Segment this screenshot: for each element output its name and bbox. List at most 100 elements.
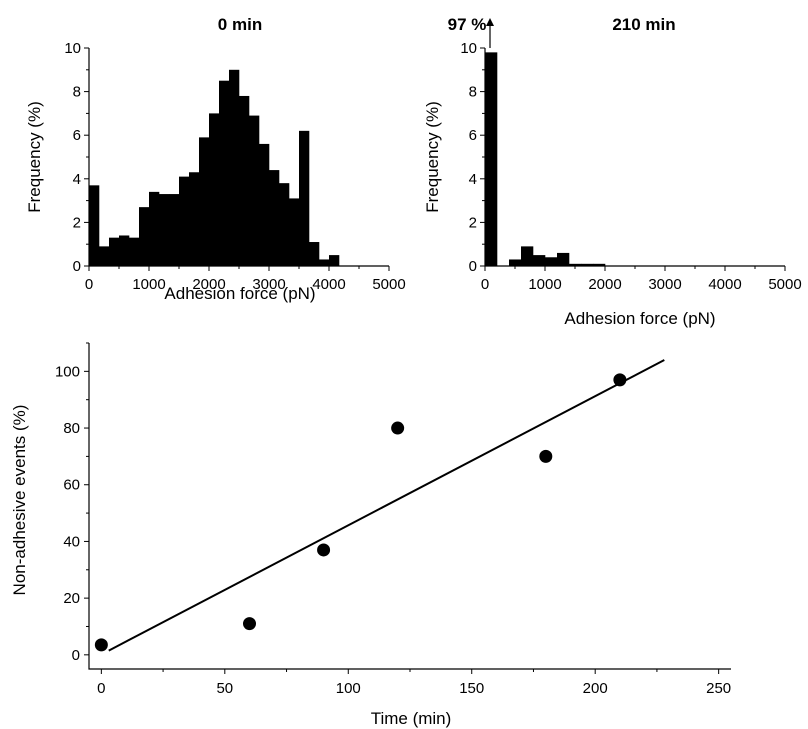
histogram-bar — [329, 255, 340, 266]
histogram-bar — [521, 246, 534, 266]
x-tick-label: 3000 — [252, 276, 285, 293]
x-tick-label: 1000 — [132, 276, 165, 293]
histogram-bar — [108, 237, 120, 266]
histogram-bar — [149, 191, 160, 266]
histogram-bar — [89, 185, 100, 266]
histogram-bar — [179, 176, 190, 266]
histogram-bar — [569, 263, 582, 266]
histogram-210min-xlabel: Adhesion force (pN) — [564, 309, 715, 328]
scatter-axes — [88, 343, 731, 670]
histogram-bar — [119, 235, 130, 266]
histogram-0min: 0 min 0 1000 2000 3000 4000 5000 0 2 4 6 8 10 Adhes… — [25, 15, 406, 303]
data-point — [243, 617, 256, 631]
x-tick-label: 0 — [481, 276, 489, 293]
histogram-bar — [288, 198, 300, 266]
y-tick-label: 20 — [63, 590, 80, 607]
histogram-0min-title: 0 min — [218, 15, 262, 34]
histogram-bar — [249, 115, 260, 266]
histogram-bar — [509, 259, 522, 266]
histogram-bar — [129, 237, 140, 266]
data-point — [613, 373, 627, 387]
y-tick-label: 0 — [72, 647, 80, 664]
histogram-bar — [258, 143, 270, 266]
histogram-210min-bars — [485, 52, 606, 266]
fit-line — [108, 359, 665, 652]
data-point — [391, 421, 405, 435]
data-point — [317, 543, 331, 557]
y-tick-label: 4 — [73, 171, 81, 188]
x-tick-label: 1000 — [528, 276, 561, 293]
histogram-bar — [485, 52, 498, 266]
scatter-points — [94, 373, 627, 652]
fit-line-group — [108, 359, 665, 652]
histogram-210min-ylabel: Frequency (%) — [423, 101, 442, 212]
histogram-210min-ticks: 0 1000 2000 3000 4000 5000 0 2 4 6 8 10 — [460, 40, 801, 293]
data-point — [94, 638, 108, 652]
histogram-bar — [239, 95, 250, 267]
x-tick-label: 4000 — [708, 276, 741, 293]
histogram-bar — [279, 183, 290, 266]
histogram-0min-xlabel: Adhesion force (pN) — [164, 284, 315, 303]
y-tick-label: 8 — [73, 84, 81, 101]
y-tick-label: 0 — [73, 258, 81, 275]
scatter-ylabel: Non-adhesive events (%) — [10, 405, 29, 596]
y-tick-label: 8 — [469, 84, 477, 101]
y-tick-label: 2 — [73, 214, 81, 231]
x-tick-label: 4000 — [312, 276, 345, 293]
scatter-xlabel: Time (min) — [371, 709, 452, 728]
histogram-bar — [168, 194, 180, 266]
scatter-ticks: 0 50 100 150 200 250 0 20 40 60 80 100 — [55, 342, 731, 697]
y-tick-label: 60 — [63, 477, 80, 494]
x-tick-label: 200 — [583, 680, 608, 697]
histogram-0min-bars — [89, 69, 340, 267]
y-tick-label: 0 — [469, 258, 477, 275]
histogram-bar — [299, 130, 310, 266]
histogram-bar — [318, 259, 330, 266]
histogram-bar — [159, 194, 170, 266]
histogram-bar — [138, 207, 150, 266]
y-tick-label: 100 — [55, 363, 80, 380]
histogram-bar — [189, 172, 200, 266]
histogram-bar — [269, 170, 280, 266]
y-tick-label: 4 — [469, 171, 477, 188]
x-tick-label: 5000 — [768, 276, 801, 293]
histogram-bar — [99, 246, 110, 266]
y-tick-label: 2 — [469, 214, 477, 231]
histogram-bar — [545, 257, 558, 266]
histogram-210min: 210 min 97 % 0 1000 2000 3000 4000 5000 0 2 4 6 8 1… — [423, 15, 802, 328]
x-tick-label: 5000 — [372, 276, 405, 293]
y-tick-label: 10 — [64, 40, 81, 57]
x-tick-label: 3000 — [648, 276, 681, 293]
histogram-bar — [228, 69, 240, 266]
histogram-bar — [309, 242, 320, 266]
histogram-210min-title: 210 min — [612, 15, 675, 34]
histogram-0min-ticks: 0 1000 2000 3000 4000 5000 0 2 4 6 8 10 — [64, 40, 405, 293]
x-tick-label: 2000 — [588, 276, 621, 293]
histogram-210min-axes — [484, 48, 785, 267]
x-tick-label: 0 — [97, 680, 105, 697]
histogram-bar — [593, 263, 606, 266]
y-tick-label: 80 — [63, 420, 80, 437]
truncation-arrow-head — [486, 18, 494, 26]
y-tick-label: 40 — [63, 533, 80, 550]
histogram-bar — [533, 255, 546, 266]
histogram-bar — [198, 137, 210, 266]
histogram-bar — [219, 80, 230, 266]
x-tick-label: 2000 — [192, 276, 225, 293]
data-point — [539, 449, 553, 463]
y-tick-label: 10 — [460, 40, 477, 57]
y-tick-label: 6 — [73, 127, 81, 144]
x-tick-label: 150 — [459, 680, 484, 697]
histogram-bar — [209, 113, 220, 267]
x-tick-label: 0 — [85, 276, 93, 293]
x-tick-label: 250 — [706, 680, 731, 697]
x-tick-label: 50 — [216, 680, 233, 697]
y-tick-label: 6 — [469, 127, 477, 144]
x-tick-label: 100 — [336, 680, 361, 697]
histogram-210min-annotation: 97 % — [448, 15, 487, 34]
histogram-0min-ylabel: Frequency (%) — [25, 101, 44, 212]
histogram-bar — [581, 263, 594, 266]
histogram-bar — [557, 252, 570, 266]
scatter-plot: 0 50 100 150 200 250 0 20 40 60 80 100 Time (min) N… — [10, 342, 731, 728]
